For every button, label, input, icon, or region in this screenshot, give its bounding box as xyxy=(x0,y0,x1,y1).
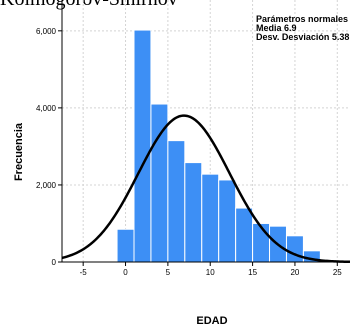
annotation-line: Parámetros normales xyxy=(256,14,348,24)
histogram-bar xyxy=(218,179,237,263)
normal-curve xyxy=(61,114,350,264)
histogram-bar xyxy=(133,29,152,263)
x-tick-label: 25 xyxy=(333,268,342,277)
histogram-bar xyxy=(252,222,271,263)
x-tick-label: 20 xyxy=(290,268,299,277)
histogram-bars xyxy=(116,29,321,263)
histogram-bar xyxy=(116,228,135,263)
y-axis-title: Frecuencia xyxy=(13,122,25,181)
axes xyxy=(58,0,350,266)
x-tick-label: -5 xyxy=(80,268,88,277)
y-tick-label: 6,000 xyxy=(36,27,57,36)
chart-heading: Kolmogorov-Smirnov xyxy=(0,0,350,11)
tick-labels: -5 0 5 10 15 20 25 0 2,000 4,000 6,000 xyxy=(36,27,342,277)
histogram-bar xyxy=(285,235,304,263)
histogram-bar xyxy=(201,173,220,263)
histogram-bar xyxy=(167,140,186,263)
histogram-bar xyxy=(235,207,254,263)
y-tick-label: 2,000 xyxy=(36,181,57,190)
y-tick-label: 4,000 xyxy=(36,104,57,113)
x-axis-title: EDAD xyxy=(196,315,227,327)
y-tick-label: 0 xyxy=(52,258,57,267)
histogram-bar xyxy=(184,162,203,263)
annotation-line: Media 6.9 xyxy=(256,23,297,33)
x-tick-label: 5 xyxy=(166,268,171,277)
x-tick-label: 0 xyxy=(123,268,128,277)
x-tick-label: 15 xyxy=(248,268,257,277)
annotation-line: Desv. Desviación 5.38 xyxy=(256,32,349,42)
x-tick-label: 10 xyxy=(206,268,215,277)
normal-curve-layer xyxy=(61,114,350,264)
